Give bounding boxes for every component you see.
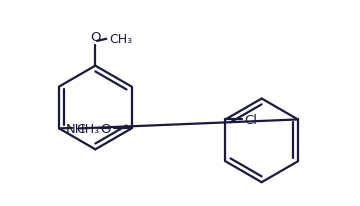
Text: CH₃: CH₃ bbox=[109, 33, 132, 46]
Text: O: O bbox=[91, 31, 101, 44]
Text: Cl: Cl bbox=[244, 113, 257, 126]
Text: CH₃: CH₃ bbox=[76, 122, 99, 135]
Text: NH: NH bbox=[66, 122, 85, 135]
Text: O: O bbox=[101, 122, 111, 135]
